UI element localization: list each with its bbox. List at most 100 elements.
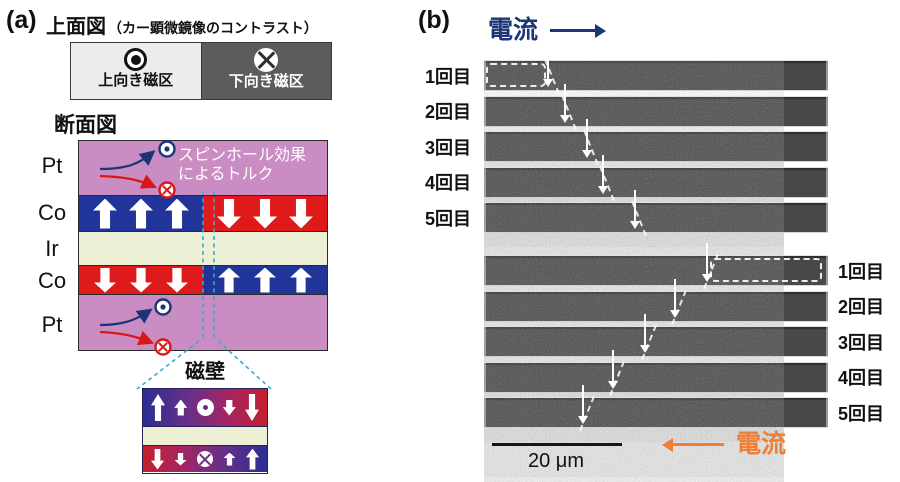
magnetization-down-arrow-icon — [245, 394, 259, 421]
domain-wall-position-arrow-icon — [598, 154, 608, 194]
domain-wall-position-arrow-icon — [608, 349, 618, 389]
magnetization-up-arrow-icon — [151, 394, 165, 421]
layer-pt-bottom — [79, 295, 327, 350]
current-direction-forward: 電流 — [488, 16, 607, 44]
magnetization-down-arrow-icon — [166, 267, 188, 293]
kerr-strip — [484, 48, 828, 211]
kerr-labels-forward: 1回目 2回目 3回目 4回目 5回目 — [416, 60, 478, 233]
current-reverse-label: 電流 — [736, 430, 787, 458]
kerr-row-label: 1回目 — [424, 66, 471, 87]
domain-wall-inset — [142, 388, 268, 474]
legend-down-domain: 下向き磁区 — [200, 43, 331, 99]
magnetization-down-arrow-icon — [130, 267, 152, 293]
layer-co-bottom — [79, 265, 327, 295]
magnetization-up-arrow-icon — [129, 198, 153, 229]
domain-wall-position-arrow-icon — [560, 83, 570, 123]
domain-wall-position-arrow-icon — [582, 119, 592, 158]
magnetization-down-arrow-icon — [217, 198, 241, 229]
kerr-strip — [484, 243, 828, 406]
magnetization-down-arrow-icon — [94, 267, 116, 293]
spin-hall-torque-label: スピンホール効果 によるトルク — [178, 147, 307, 183]
kerr-row-label: 4回目 — [424, 173, 471, 193]
kerr-row-label: 4回目 — [838, 368, 885, 388]
layer-label-ir: Ir — [45, 236, 59, 261]
co-bottom-down-domain — [79, 266, 203, 294]
kerr-row-label: 5回目 — [424, 208, 471, 229]
layer-co-top — [79, 195, 327, 232]
layer-label-co-bottom: Co — [37, 268, 67, 293]
domain-wall-position-arrow-icon — [670, 278, 680, 318]
magnetization-up-arrow-icon — [254, 267, 276, 293]
scale-bar-label: 20 μm — [528, 450, 584, 472]
domain-wall-position-arrow-icon — [578, 385, 588, 424]
layer-label-pt-top: Pt — [41, 153, 63, 178]
magnetization-up-arrow-icon — [290, 267, 312, 293]
domain-wall-top-co — [143, 389, 267, 426]
kerr-row-label: 3回目 — [424, 137, 471, 158]
kerr-strip — [484, 154, 828, 318]
scale-bar — [492, 443, 622, 446]
legend-up-domain-label: 上向き磁区 — [98, 72, 174, 89]
domain-wall-ir-spacer — [143, 426, 267, 446]
magnetization-up-arrow-icon — [165, 198, 189, 229]
top-view-title: 上面図 （カー顕微鏡像のコントラスト） — [46, 10, 318, 39]
magnetization-down-arrow-icon — [253, 198, 277, 229]
kerr-noise-texture — [484, 398, 784, 482]
magnetization-tilt-down-arrow-icon — [174, 452, 187, 466]
kerr-image-reverse — [484, 243, 828, 482]
layer-ir — [79, 232, 327, 265]
kerr-strip — [484, 349, 828, 482]
kerr-strip — [484, 190, 828, 353]
current-direction-reverse: 電流 — [662, 430, 787, 458]
top-view-title-main: 上面図 — [46, 16, 106, 38]
domain-wall-label: 磁壁 — [185, 361, 225, 383]
initial-domain-outline — [486, 63, 546, 87]
kerr-strip — [484, 83, 828, 247]
kerr-labels-reverse: 1回目 2回目 3回目 4回目 5回目 — [836, 255, 898, 428]
domain-wall-position-arrow-icon — [640, 314, 650, 353]
domain-wall-bottom-co — [143, 446, 267, 472]
magnetization-down-arrow-icon — [289, 198, 313, 229]
current-left-arrow-icon — [662, 437, 724, 452]
cross-section-title: 断面図 — [54, 114, 117, 137]
kerr-row-label: 3回目 — [838, 332, 885, 353]
kerr-row-label: 5回目 — [838, 403, 885, 424]
kerr-row-label: 2回目 — [838, 297, 885, 317]
domain-wall-position-arrow-icon — [630, 190, 640, 229]
layer-label-pt-bottom: Pt — [41, 312, 63, 337]
co-top-down-domain — [203, 196, 327, 231]
kerr-row-label: 2回目 — [424, 102, 471, 122]
kerr-strip — [484, 314, 828, 477]
co-bottom-up-domain — [203, 266, 327, 294]
initial-domain-outline — [710, 258, 822, 282]
kerr-strip — [484, 385, 828, 482]
magnetization-tilt-up-arrow-icon — [223, 452, 236, 466]
circle-cross-icon — [254, 48, 279, 72]
magnetization-up-arrow-icon — [246, 448, 259, 470]
magnetization-tilt-down-arrow-icon — [222, 399, 236, 416]
legend-up-domain: 上向き磁区 — [71, 43, 201, 99]
domain-wall-position-arrow-icon — [543, 48, 553, 87]
panel-a-tag: (a) — [6, 6, 37, 34]
magnetization-up-arrow-icon — [93, 198, 117, 229]
kerr-row-label: 1回目 — [838, 261, 885, 282]
current-forward-label: 電流 — [488, 16, 539, 44]
top-view-title-sub: （カー顕微鏡像のコントラスト） — [108, 20, 318, 36]
domain-wall-position-arrow-icon — [702, 243, 712, 282]
circle-cross-icon — [197, 451, 213, 467]
legend-down-domain-label: 下向き磁区 — [228, 73, 304, 90]
kerr-contrast-legend: 上向き磁区 下向き磁区 — [70, 42, 332, 100]
current-right-arrow-icon — [550, 23, 607, 38]
kerr-strip — [484, 278, 828, 442]
circle-dot-icon — [124, 48, 148, 71]
circle-dot-icon — [196, 399, 214, 416]
magnetization-up-arrow-icon — [218, 267, 240, 293]
layer-label-co-top: Co — [37, 200, 67, 225]
magnetization-down-arrow-icon — [151, 448, 164, 470]
kerr-image-forward — [484, 48, 828, 353]
kerr-strip — [484, 119, 828, 282]
co-top-up-domain — [79, 196, 203, 231]
panel-b-tag: (b) — [418, 6, 450, 34]
magnetization-tilt-up-arrow-icon — [174, 399, 188, 416]
